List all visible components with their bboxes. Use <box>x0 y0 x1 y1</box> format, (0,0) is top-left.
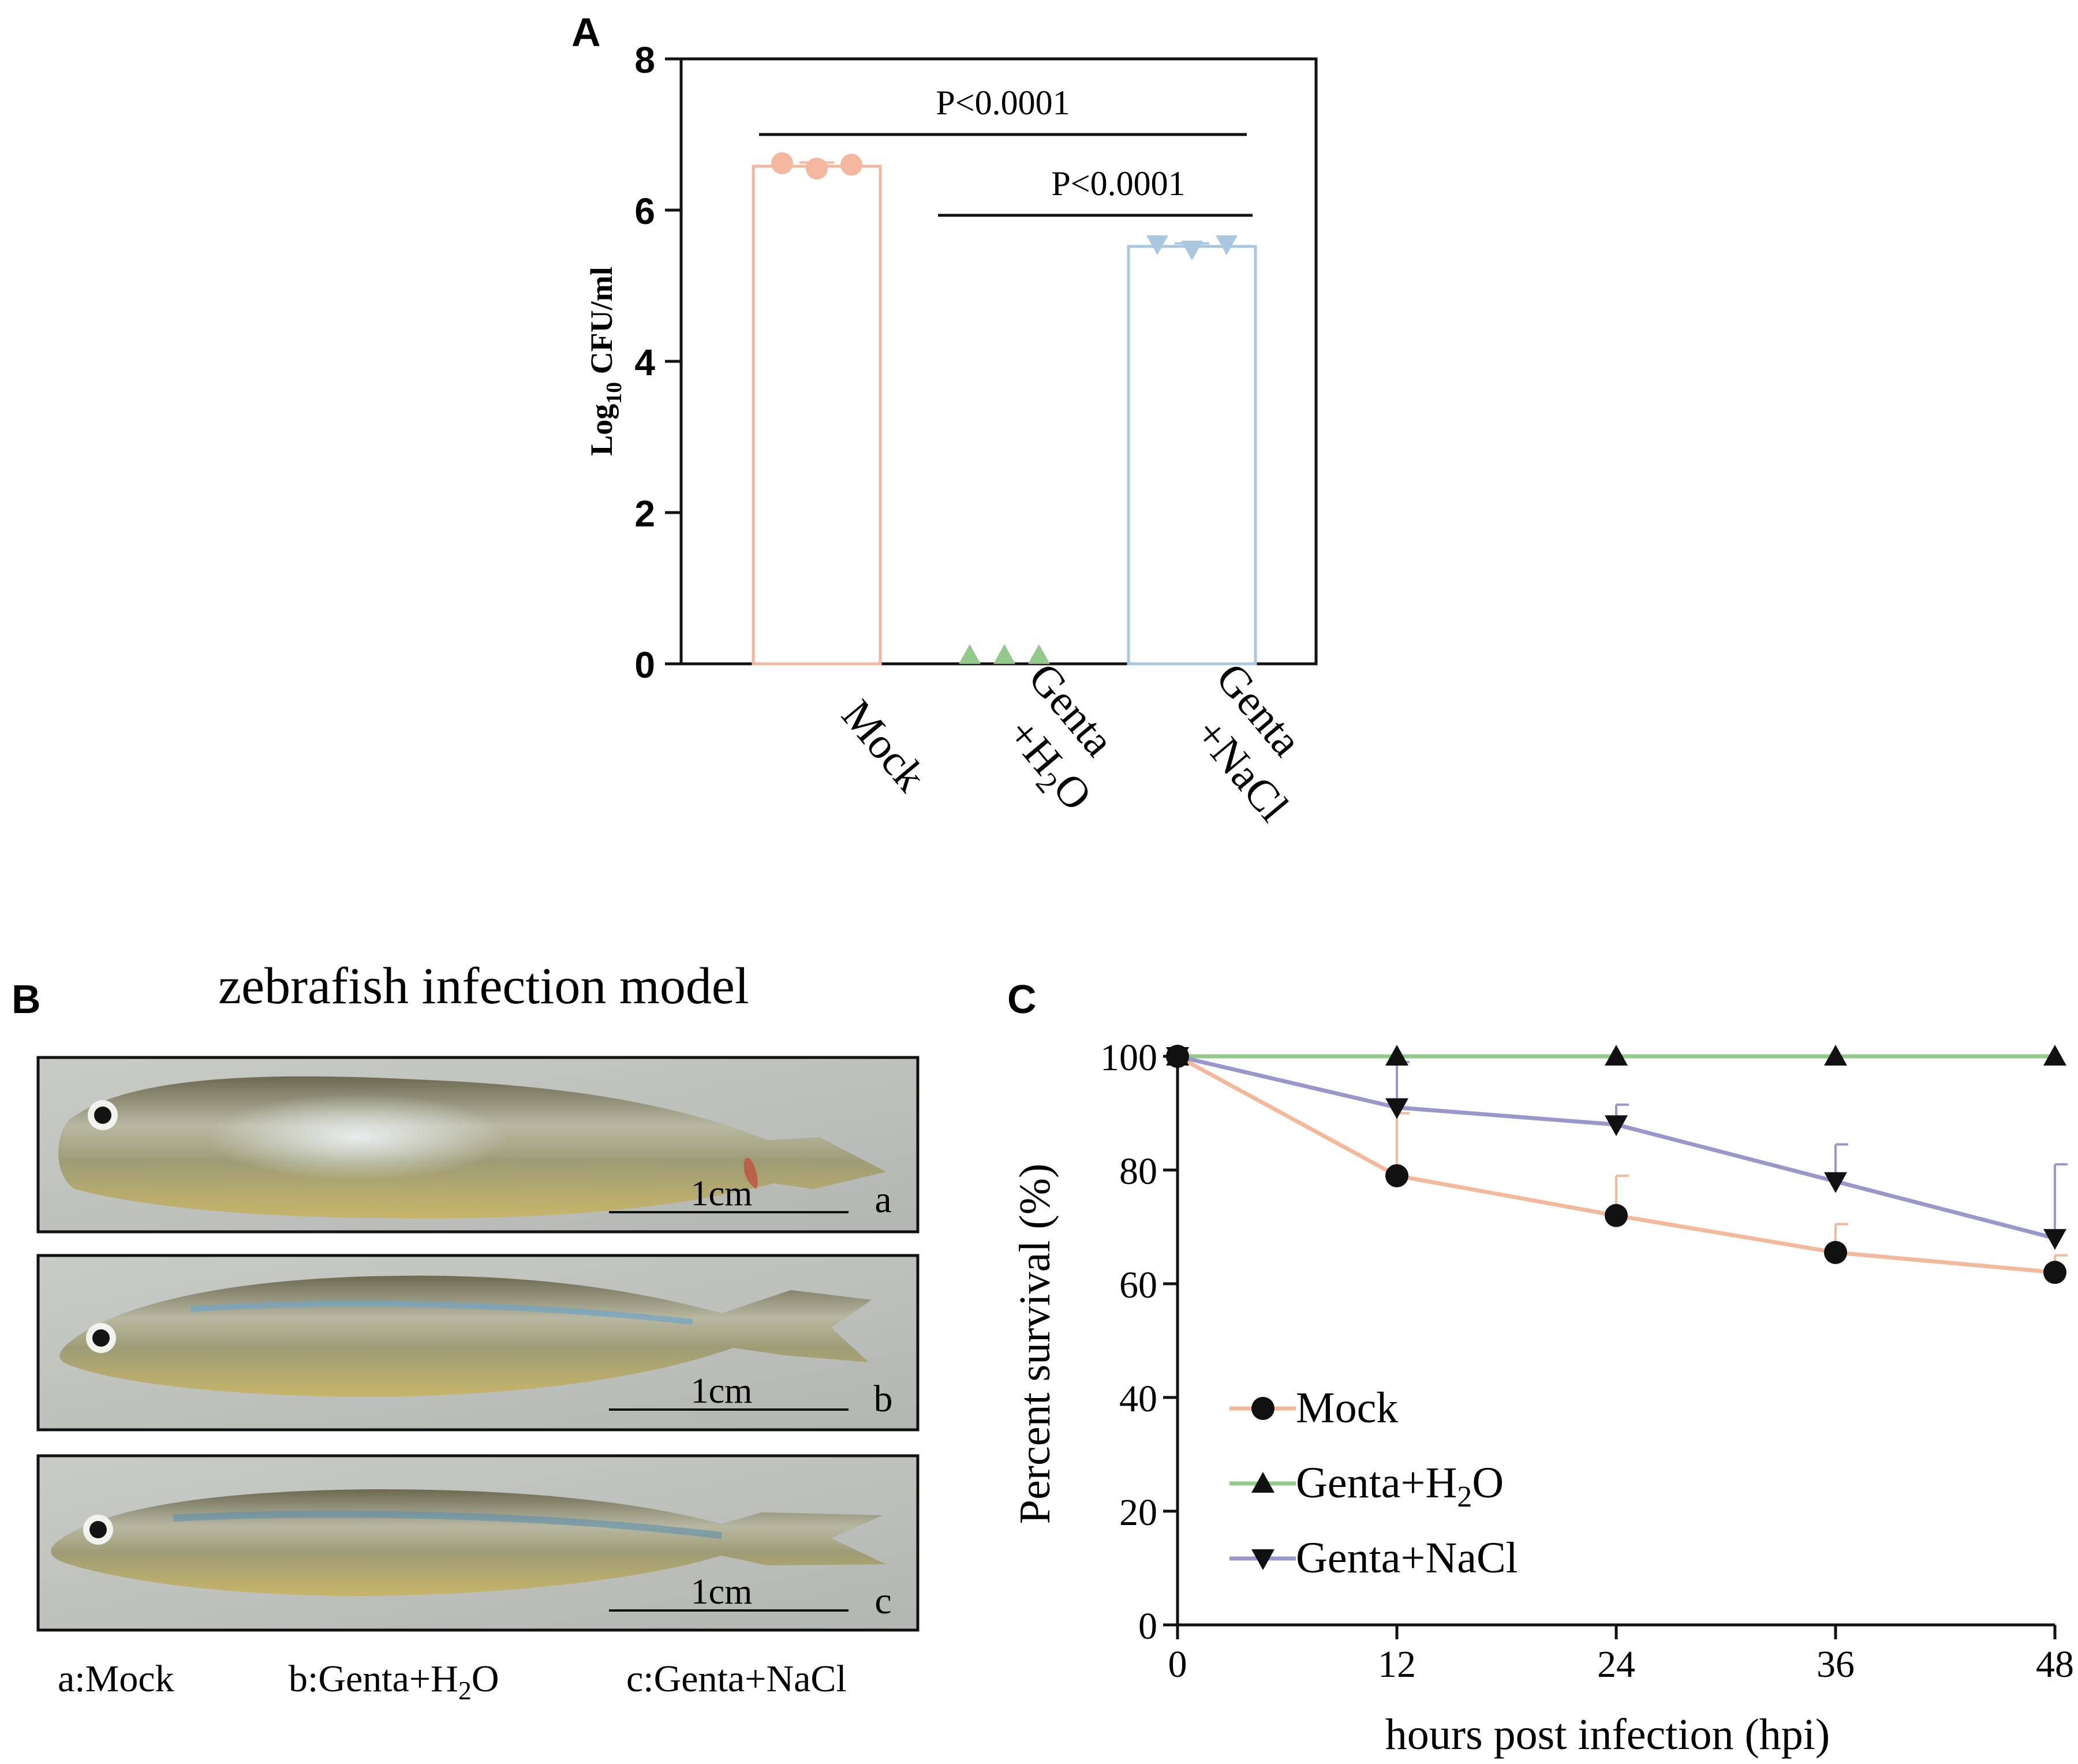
point-Genta+NaCl-1 <box>1385 1098 1408 1119</box>
data-point-Genta+H2O-1 <box>993 644 1015 664</box>
y-axis-label-c: Percent survival (%) <box>1011 1164 1059 1524</box>
y-tick-label-c-4: 80 <box>1119 1150 1157 1193</box>
y-label-sub: 10 <box>602 382 626 404</box>
x-tick-label-c-4: 48 <box>2036 1643 2074 1685</box>
scale-label-a: 1cm <box>691 1174 753 1213</box>
photo-tag-b: b <box>874 1378 893 1420</box>
y-axis-a: 0 2 4 6 8 <box>634 39 681 686</box>
y-tick-label-c-5: 100 <box>1100 1037 1157 1079</box>
panel-b-title: zebrafish infection model <box>218 958 749 1015</box>
plot-frame-a <box>679 57 1318 666</box>
y-tick-label-a-2: 4 <box>634 342 655 383</box>
caption-b: b:Genta+H2O <box>289 1658 499 1705</box>
y-tick-label-c-1: 20 <box>1119 1492 1157 1534</box>
point-Genta+NaCl-0 <box>1166 1047 1189 1068</box>
x-label-line-0-0-prefix: Mock <box>832 691 935 801</box>
photo-b: 1cm b <box>36 1254 920 1432</box>
legend-c: Mock Genta+H2O Genta+NaCl <box>1229 1384 1518 1582</box>
error-bars-c <box>1396 1060 2068 1273</box>
data-point-Genta+NaCl-1 <box>1181 240 1203 261</box>
data-point-Genta+H2O-2 <box>1028 644 1050 664</box>
x-tick-label-c-1: 12 <box>1378 1643 1416 1685</box>
legend-label-Genta+NaCl-prefix: Genta+NaCl <box>1296 1534 1518 1582</box>
photo-c: 1cm c <box>36 1454 920 1632</box>
point-Genta+NaCl-3 <box>1824 1172 1847 1193</box>
x-label-Genta+H2O: Genta+H2O <box>998 654 1124 820</box>
legend-marker-Genta+NaCl <box>1251 1549 1275 1570</box>
point-Mock-1 <box>1385 1164 1408 1187</box>
legend-marker-Mock <box>1251 1397 1275 1420</box>
panel-letter-b: B <box>12 977 41 1022</box>
caption-a: a:Mock <box>58 1658 174 1700</box>
scale-label-c: 1cm <box>691 1572 753 1612</box>
bar-Mock <box>752 165 882 666</box>
photo-a: 1cm a <box>36 1056 920 1234</box>
photo-tag-a: a <box>874 1179 891 1221</box>
markers-c <box>1166 1045 2066 1284</box>
bar-Genta+NaCl <box>1127 245 1257 666</box>
y-label-suffix: CFU/ml <box>584 267 619 382</box>
x-axis-label-c: hours post infection (hpi) <box>1385 1710 1830 1759</box>
legend-label-Genta+NaCl: Genta+NaCl <box>1296 1534 1518 1582</box>
data-point-Mock-1 <box>806 157 828 180</box>
scale-label-b: 1cm <box>691 1371 753 1411</box>
y-axis-label-a: Log10 CFU/ml <box>584 267 626 456</box>
data-point-Genta+H2O-0 <box>959 644 981 664</box>
point-Genta+H2O-1 <box>1385 1045 1408 1066</box>
y-tick-label-c-2: 40 <box>1119 1378 1157 1420</box>
point-Genta+H2O-2 <box>1605 1045 1628 1066</box>
point-Genta+H2O-4 <box>2043 1045 2066 1066</box>
bars-a <box>752 161 1257 666</box>
panel-a: A 0 2 4 6 8 Mock Genta+H2O Genta+NaCl P<0.0001… <box>571 10 1318 831</box>
legend-label-Genta+H2O-sub: 2 <box>1457 1481 1472 1513</box>
point-Mock-2 <box>1605 1204 1628 1227</box>
x-axis-a: Mock Genta+H2O Genta+NaCl <box>832 654 1311 831</box>
significance-label-1: P<0.0001 <box>1051 165 1185 203</box>
y-tick-label-c-0: 0 <box>1138 1605 1157 1647</box>
legend-label-Genta+H2O-prefix: Genta+H <box>1296 1459 1457 1507</box>
point-Mock-3 <box>1824 1240 1847 1264</box>
point-Mock-4 <box>2043 1261 2066 1284</box>
data-point-Mock-0 <box>771 152 793 174</box>
photo-tag-c: c <box>874 1580 891 1622</box>
panel-letter-a: A <box>571 10 601 55</box>
x-tick-label-c-2: 24 <box>1597 1643 1635 1685</box>
point-Genta+NaCl-2 <box>1605 1115 1628 1137</box>
significance-a: P<0.0001 P<0.0001 <box>759 84 1253 217</box>
panel-b: B zebrafish infection model 1cm a 1cm b <box>12 958 920 1705</box>
x-tick-label-c-3: 36 <box>1817 1643 1855 1685</box>
y-tick-label-a-1: 2 <box>634 493 655 535</box>
panel-letter-c: C <box>1007 977 1037 1022</box>
point-Genta+H2O-3 <box>1824 1045 1847 1066</box>
legend-label-Mock: Mock <box>1296 1384 1398 1432</box>
x-label-line-0-0: Mock <box>832 691 935 801</box>
legend-label-Genta+H2O-suffix: O <box>1472 1459 1504 1507</box>
data-point-Genta+NaCl-2 <box>1216 235 1238 255</box>
y-tick-label-a-3: 6 <box>634 190 655 232</box>
x-label-Genta+NaCl: Genta+NaCl <box>1186 654 1311 831</box>
points-a <box>771 152 1238 664</box>
data-point-Mock-2 <box>840 154 862 176</box>
axes-c: 0 20 40 60 80 100 0 12 24 36 48 <box>1100 1037 2074 1685</box>
point-Genta+NaCl-4 <box>2043 1229 2066 1250</box>
legend-marker-Genta+H2O <box>1251 1472 1275 1493</box>
significance-label-0: P<0.0001 <box>936 84 1070 122</box>
caption-c: c:Genta+NaCl <box>626 1658 847 1700</box>
lines-c <box>1176 1054 2055 1275</box>
y-tick-label-c-3: 60 <box>1119 1264 1157 1306</box>
y-tick-label-a-0: 0 <box>634 644 655 686</box>
data-point-Genta+NaCl-0 <box>1146 235 1168 255</box>
legend-label-Genta+H2O: Genta+H2O <box>1296 1459 1504 1513</box>
y-tick-label-a-4: 8 <box>634 39 655 81</box>
y-label-prefix: Log <box>584 404 619 456</box>
x-tick-label-c-0: 0 <box>1168 1643 1187 1685</box>
legend-label-Mock-prefix: Mock <box>1296 1384 1398 1432</box>
x-label-Mock: Mock <box>832 691 935 801</box>
